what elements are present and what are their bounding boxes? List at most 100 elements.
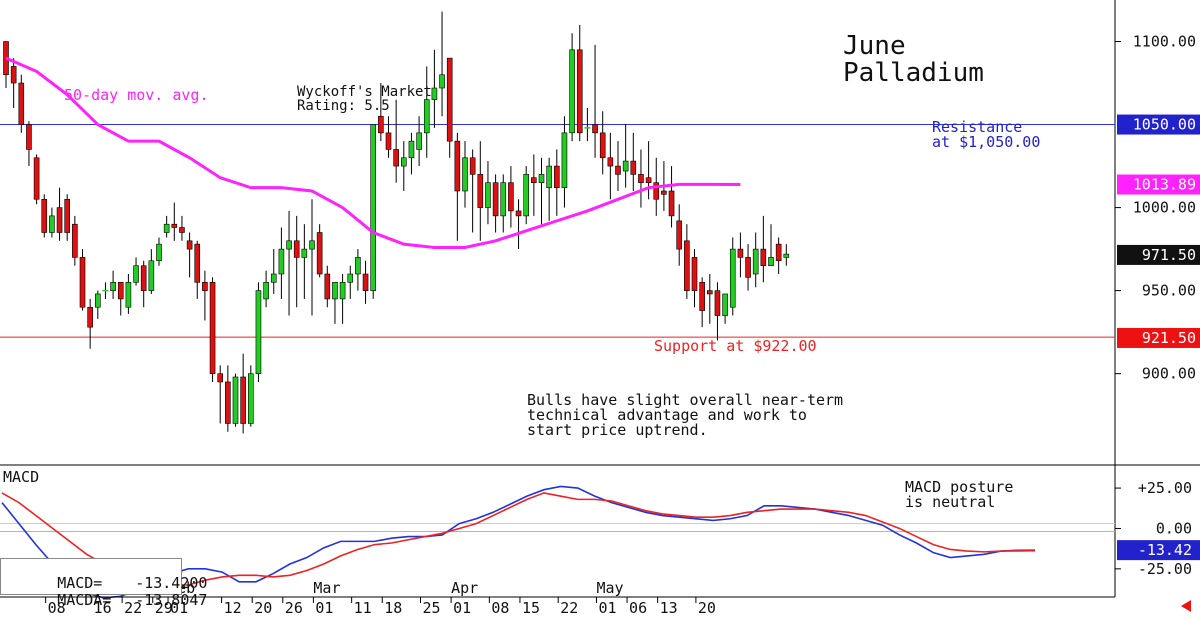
candle — [775, 237, 782, 275]
candle — [194, 240, 201, 299]
candle — [378, 83, 384, 142]
candle — [400, 141, 407, 191]
macd-readout-value: -13.4200 — [135, 574, 208, 592]
candle — [423, 66, 430, 158]
candle — [355, 249, 361, 291]
candle — [286, 210, 292, 316]
candle — [783, 244, 790, 266]
candle — [332, 282, 338, 324]
month-label: Apr — [451, 579, 478, 597]
candle — [293, 215, 300, 308]
candle — [546, 157, 552, 221]
candle — [117, 282, 124, 316]
candle — [18, 74, 25, 133]
svg-text:1013.89: 1013.89 — [1133, 176, 1196, 194]
candle — [347, 265, 354, 299]
candle — [125, 274, 132, 314]
candle — [745, 244, 751, 291]
candle — [408, 132, 415, 175]
candle — [431, 49, 438, 128]
candle — [439, 11, 445, 117]
x-tick-label: 22 — [560, 599, 578, 617]
month-label: Mar — [313, 579, 340, 597]
candle — [263, 270, 269, 308]
candle — [3, 41, 9, 89]
candle — [225, 365, 231, 432]
candle — [615, 141, 621, 191]
x-tick-label: 08 — [491, 599, 509, 617]
candle — [691, 249, 698, 308]
x-tick-label: 22 — [124, 599, 142, 617]
candle — [622, 124, 629, 188]
candle — [49, 207, 55, 238]
svg-text:971.50: 971.50 — [1142, 246, 1196, 264]
candle — [393, 99, 399, 183]
candle — [454, 132, 461, 241]
candle — [370, 124, 377, 299]
svg-text:-13.42: -13.42 — [1138, 541, 1192, 559]
candle — [508, 166, 514, 228]
x-tick-label: 12 — [224, 599, 242, 617]
x-tick-label: 15 — [522, 599, 540, 617]
candle — [752, 232, 759, 288]
candle — [232, 373, 239, 427]
candle — [645, 141, 652, 200]
macd-title: MACD — [3, 468, 40, 486]
candle — [385, 116, 392, 158]
candle — [26, 121, 32, 167]
candle — [87, 298, 93, 349]
x-tick-label: 25 — [423, 599, 441, 617]
candle — [446, 57, 453, 158]
candle — [79, 249, 86, 311]
candle — [110, 270, 116, 299]
candle — [676, 204, 683, 266]
candle — [202, 270, 208, 321]
y-tick-label: 1100.00 — [1133, 33, 1196, 51]
candle — [248, 365, 254, 427]
candle — [316, 224, 323, 278]
candle — [56, 187, 63, 241]
candle — [469, 149, 476, 233]
y-tick-label: 950.00 — [1142, 282, 1196, 300]
x-tick-label: 18 — [384, 599, 402, 617]
x-tick-label: 20 — [698, 599, 716, 617]
macd-y-tick-label: -25.00 — [1138, 560, 1192, 578]
candle — [599, 111, 606, 175]
candle — [179, 215, 185, 241]
candle — [500, 174, 507, 233]
x-tick-label: 26 — [285, 599, 303, 617]
x-tick-label: 01 — [170, 599, 188, 617]
candle — [10, 58, 17, 108]
x-tick-label: 01 — [315, 599, 333, 617]
x-tick-label: 13 — [660, 599, 678, 617]
candle — [324, 265, 331, 308]
candle — [163, 215, 170, 238]
candle — [768, 224, 774, 267]
candle — [553, 149, 560, 216]
candle — [523, 166, 530, 225]
candle — [156, 237, 162, 266]
candle — [209, 277, 216, 382]
price-label: 971.50 — [1117, 244, 1200, 265]
candle — [699, 277, 705, 328]
candle — [737, 232, 744, 278]
candle — [148, 249, 155, 294]
red-arrow-icon[interactable] — [1181, 600, 1191, 612]
candle — [515, 199, 522, 250]
resistance-label: Resistance at $1,050.00 — [932, 118, 1041, 151]
candle — [538, 157, 545, 225]
svg-text:921.50: 921.50 — [1142, 329, 1196, 347]
support-label: Support at $922.00 — [654, 337, 817, 355]
chart-title: June Palladium — [843, 31, 984, 89]
x-tick-label: 01 — [598, 599, 616, 617]
month-label: May — [596, 579, 623, 597]
candle — [64, 194, 70, 241]
candle — [41, 194, 48, 238]
y-tick-label: 900.00 — [1142, 365, 1196, 383]
candle — [133, 257, 139, 286]
candle — [630, 132, 637, 191]
candle — [729, 237, 736, 316]
x-tick-label: 16 — [94, 599, 112, 617]
market-rating: Wyckoff's Market Rating: 5.5 — [297, 84, 432, 114]
candle — [607, 132, 614, 200]
